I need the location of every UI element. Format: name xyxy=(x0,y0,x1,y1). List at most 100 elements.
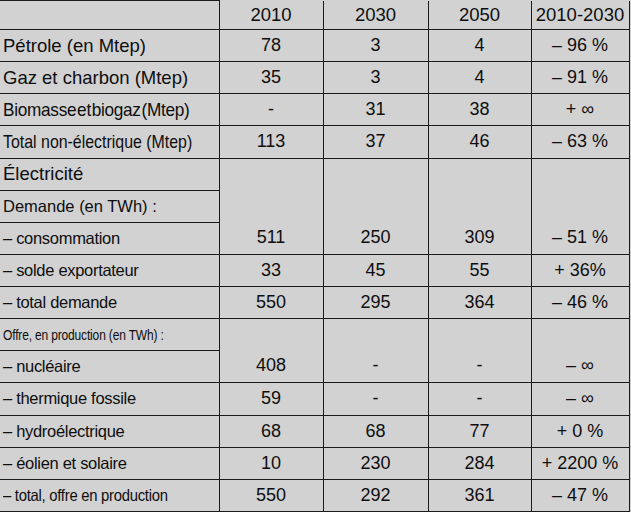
row-label: Offre, en production (en TWh) : xyxy=(0,319,219,351)
row-label-text: Gaz et charbon (Mtep) xyxy=(3,67,188,89)
value-text: 408 xyxy=(220,349,323,382)
value-cell: 59 xyxy=(219,383,323,415)
value-cell: 292 xyxy=(323,479,428,511)
row-label-text: – thermique fossile xyxy=(3,389,136,408)
row-label: – total, offre en production xyxy=(0,479,219,511)
value-cell: – 91 % xyxy=(531,62,629,94)
value-cell: 78 xyxy=(219,30,323,62)
row-label: – nucléaire xyxy=(0,351,219,383)
energy-scenario-table: 2010 2030 2050 2010-2030 Pétrole (en Mte… xyxy=(0,0,630,512)
value-cell-merged: 408 xyxy=(219,319,323,383)
table-row: Biomasse et biogaz (Mtep) - 31 38 + ∞ xyxy=(0,94,629,126)
column-header-2030: 2030 xyxy=(323,1,428,30)
value-cell-merged: – 51 % xyxy=(531,158,629,254)
row-label-text: Pétrole (en Mtep) xyxy=(3,35,146,57)
corner-cell xyxy=(0,1,219,30)
value-cell: – 47 % xyxy=(531,479,629,511)
value-cell: + 0 % xyxy=(531,415,629,447)
row-label: Électricité xyxy=(0,158,219,190)
value-cell: – 46 % xyxy=(531,287,629,319)
value-cell: 45 xyxy=(323,254,428,286)
row-label: Gaz et charbon (Mtep) xyxy=(0,62,219,94)
value-cell: 68 xyxy=(323,415,428,447)
value-text: – 51 % xyxy=(532,221,629,254)
table-row-section-electricite: Électricité 511 250 309 – 51 % xyxy=(0,158,629,190)
value-cell: 4 xyxy=(428,30,531,62)
table-row: – thermique fossile 59 - - – ∞ xyxy=(0,383,629,415)
value-cell: 10 xyxy=(219,447,323,479)
row-label-text: Électricité xyxy=(3,163,83,185)
value-cell: - xyxy=(219,94,323,126)
value-cell-merged: – ∞ xyxy=(531,319,629,383)
table-row: Gaz et charbon (Mtep) 35 3 4 – 91 % xyxy=(0,62,629,94)
row-label-text: – nucléaire xyxy=(3,357,80,376)
row-label-text: Total non-électrique (Mtep) xyxy=(3,131,192,153)
row-label: Biomasse et biogaz (Mtep) xyxy=(0,94,219,126)
row-label: – thermique fossile xyxy=(0,383,219,415)
column-header-2010: 2010 xyxy=(219,1,323,30)
value-text: - xyxy=(324,349,428,382)
value-cell-merged: 250 xyxy=(323,158,428,254)
value-cell: 230 xyxy=(323,447,428,479)
value-text: - xyxy=(429,349,531,382)
table-row-section-offre: Offre, en production (en TWh) : 408 - - … xyxy=(0,319,629,351)
value-cell-merged: 511 xyxy=(219,158,323,254)
row-label: – consommation xyxy=(0,222,219,254)
value-text: – ∞ xyxy=(532,349,629,382)
column-header-2010-2030: 2010-2030 xyxy=(531,1,629,30)
table-row: – total, offre en production 550 292 361… xyxy=(0,479,629,511)
value-cell: 113 xyxy=(219,126,323,158)
row-label-text: – consommation xyxy=(3,229,120,248)
table-row: Pétrole (en Mtep) 78 3 4 – 96 % xyxy=(0,30,629,62)
value-cell: - xyxy=(323,383,428,415)
row-label: – hydroélectrique xyxy=(0,415,219,447)
row-label: Demande (en TWh) : xyxy=(0,190,219,222)
table-row: – éolien et solaire 10 230 284 + 2200 % xyxy=(0,447,629,479)
value-cell: 68 xyxy=(219,415,323,447)
value-cell: – 96 % xyxy=(531,30,629,62)
value-cell: 4 xyxy=(428,62,531,94)
table-row: – total demande 550 295 364 – 46 % xyxy=(0,287,629,319)
value-cell: + ∞ xyxy=(531,94,629,126)
table-row: Total non-électrique (Mtep) 113 37 46 – … xyxy=(0,126,629,158)
row-label-text: – solde exportateur xyxy=(3,261,139,280)
value-cell-merged: - xyxy=(428,319,531,383)
row-label-text: – hydroélectrique xyxy=(3,422,124,441)
row-label: – total demande xyxy=(0,287,219,319)
row-label: – solde exportateur xyxy=(0,254,219,286)
row-label: Total non-électrique (Mtep) xyxy=(0,126,219,158)
value-cell: 364 xyxy=(428,287,531,319)
value-text: 511 xyxy=(220,221,323,254)
row-label: Pétrole (en Mtep) xyxy=(0,30,219,62)
value-cell: 33 xyxy=(219,254,323,286)
value-cell-merged: - xyxy=(323,319,428,383)
header-row: 2010 2030 2050 2010-2030 xyxy=(0,1,629,30)
row-label-text: Biomasse et biogaz (Mtep) xyxy=(3,99,190,121)
value-cell: 37 xyxy=(323,126,428,158)
value-cell: 3 xyxy=(323,30,428,62)
value-cell: 550 xyxy=(219,287,323,319)
column-header-2050: 2050 xyxy=(428,1,531,30)
value-cell: + 2200 % xyxy=(531,447,629,479)
value-cell: 31 xyxy=(323,94,428,126)
value-cell-merged: 309 xyxy=(428,158,531,254)
value-cell: 38 xyxy=(428,94,531,126)
row-label-text: Offre, en production (en TWh) : xyxy=(3,326,164,343)
value-text: 250 xyxy=(324,221,428,254)
value-cell: - xyxy=(428,383,531,415)
row-label-text: – éolien et solaire xyxy=(3,454,127,473)
row-label-text: Demande (en TWh) : xyxy=(3,197,157,216)
value-cell: 35 xyxy=(219,62,323,94)
row-label-text: – total, offre en production xyxy=(3,486,168,505)
value-cell: 3 xyxy=(323,62,428,94)
value-cell: 295 xyxy=(323,287,428,319)
table-row: – solde exportateur 33 45 55 + 36% xyxy=(0,254,629,286)
value-cell: 77 xyxy=(428,415,531,447)
row-label-text: – total demande xyxy=(3,293,117,312)
value-cell: + 36% xyxy=(531,254,629,286)
value-cell: 55 xyxy=(428,254,531,286)
value-cell: – ∞ xyxy=(531,383,629,415)
value-cell: 361 xyxy=(428,479,531,511)
value-cell: 550 xyxy=(219,479,323,511)
row-label: – éolien et solaire xyxy=(0,447,219,479)
